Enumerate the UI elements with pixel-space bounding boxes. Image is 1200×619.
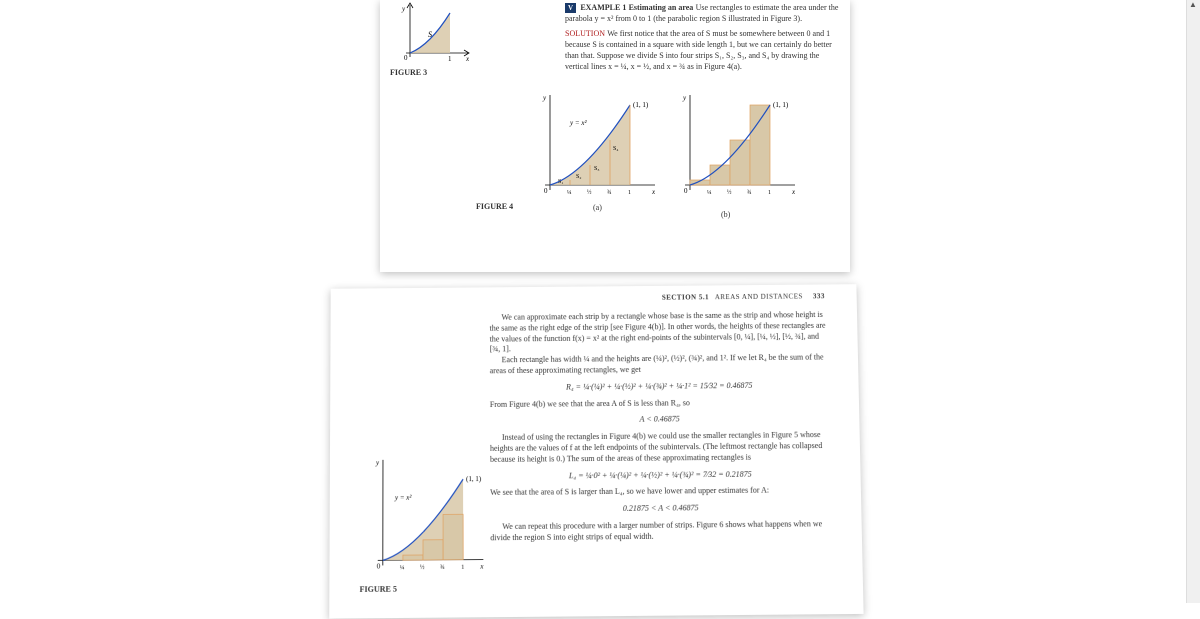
svg-text:y: y: [682, 94, 687, 102]
figure-4b-caption: (b): [721, 210, 730, 219]
example-title: Estimating an area: [629, 3, 694, 12]
para-4: Instead of using the rectangles in Figur…: [490, 430, 830, 465]
vertical-scrollbar[interactable]: ▲: [1186, 0, 1200, 603]
equation-l4: L₄ = ¼·0² + ¼·(¼)² + ¼·(½)² + ¼·(¾)² = 7…: [490, 469, 831, 483]
figure-3-chart: S 0 1 x y: [390, 0, 480, 70]
svg-text:y = x²: y = x²: [569, 119, 587, 127]
svg-text:(1, 1): (1, 1): [633, 101, 649, 109]
solution-text: We first notice that the area of S must …: [565, 29, 832, 71]
solution-label: SOLUTION: [565, 29, 605, 38]
svg-text:x: x: [651, 188, 656, 196]
svg-text:1: 1: [628, 190, 631, 196]
figure-5-chart: (1, 1) y = x² 0 ¼ ½ ¾ 1 x y: [365, 456, 486, 583]
svg-text:1: 1: [448, 55, 452, 63]
figure-4-label: FIGURE 4: [476, 202, 513, 211]
svg-text:½: ½: [587, 189, 592, 196]
textbook-page-top: S 0 1 x y FIGURE 3 V EXAMPLE 1 Estimatin…: [380, 0, 850, 272]
svg-text:¼: ¼: [567, 190, 572, 196]
figure-4a-caption: (a): [593, 203, 602, 212]
svg-text:¼: ¼: [400, 565, 405, 571]
equation-a-upper: A < 0.46875: [490, 413, 830, 427]
example-badge: V: [565, 3, 576, 13]
svg-text:y = x²: y = x²: [394, 494, 412, 502]
svg-text:0: 0: [544, 187, 548, 195]
svg-text:¾: ¾: [747, 189, 752, 196]
para-6: We can repeat this procedure with a larg…: [490, 519, 832, 544]
svg-text:0: 0: [377, 562, 381, 570]
section-title: AREAS AND DISTANCES: [715, 293, 803, 302]
para-2: Each rectangle has width ¼ and the heigh…: [490, 353, 829, 377]
svg-text:(1, 1): (1, 1): [773, 101, 789, 109]
svg-text:S₃: S₃: [594, 166, 599, 172]
svg-text:x: x: [791, 188, 796, 196]
svg-text:½: ½: [420, 564, 425, 571]
page2-body: We can approximate each strip by a recta…: [490, 310, 832, 544]
svg-text:1: 1: [768, 190, 771, 196]
svg-text:y: y: [375, 459, 380, 467]
svg-text:S₂: S₂: [576, 174, 581, 180]
svg-text:S₄: S₄: [613, 146, 618, 152]
svg-text:½: ½: [727, 189, 732, 196]
page-number: 333: [813, 292, 825, 300]
equation-r4: R₄ = ¼·(¼)² + ¼·(½)² + ¼·(¾)² + ¼·1² = 1…: [490, 380, 829, 394]
svg-text:y: y: [542, 94, 547, 102]
scroll-up-arrow-icon[interactable]: ▲: [1187, 0, 1199, 12]
svg-text:x: x: [479, 562, 484, 570]
svg-text:¼: ¼: [707, 190, 712, 196]
svg-text:(1, 1): (1, 1): [466, 475, 482, 483]
example-1-block: V EXAMPLE 1 Estimating an area Use recta…: [565, 2, 840, 72]
svg-text:¾: ¾: [607, 189, 612, 196]
svg-text:¾: ¾: [440, 564, 445, 571]
svg-text:y: y: [401, 5, 406, 13]
section-header: SECTION 5.1 AREAS AND DISTANCES 333: [662, 292, 825, 301]
equation-bounds: 0.21875 < A < 0.46875: [490, 502, 831, 516]
svg-text:x: x: [465, 55, 470, 63]
figure-4-charts: (1, 1) y = x² S₁ S₂ S₃ S₄ 0 ¼ ½ ¾ 1 x y …: [510, 90, 840, 210]
svg-text:0: 0: [684, 187, 688, 195]
section-number: SECTION 5.1: [662, 293, 709, 301]
example-number: EXAMPLE 1: [580, 3, 626, 12]
svg-text:S: S: [428, 30, 432, 39]
svg-text:1: 1: [461, 565, 464, 571]
figure-5-label: FIGURE 5: [360, 585, 397, 594]
para-5: We see that the area of S is larger than…: [490, 485, 831, 499]
textbook-page-bottom: SECTION 5.1 AREAS AND DISTANCES 333 We c…: [329, 284, 863, 618]
svg-text:0: 0: [404, 54, 408, 62]
para-1: We can approximate each strip by a recta…: [490, 310, 829, 356]
figure-3-label: FIGURE 3: [390, 68, 427, 77]
para-3: From Figure 4(b) we see that the area A …: [490, 397, 829, 411]
svg-text:S₁: S₁: [558, 179, 563, 185]
